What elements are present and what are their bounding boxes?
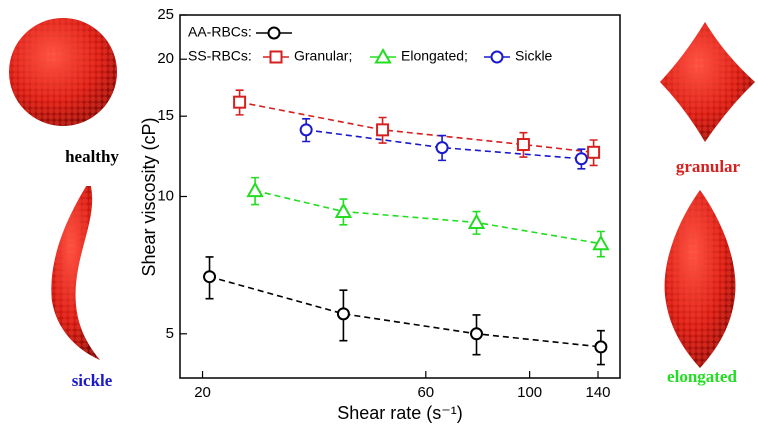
x-axis-label: Shear rate (s⁻¹)	[337, 403, 463, 423]
legend-label: Elongated;	[401, 48, 468, 64]
data-point	[592, 234, 610, 251]
legend-marker	[267, 26, 281, 40]
data-point	[467, 213, 486, 229]
series-line	[239, 101, 594, 154]
series-line	[209, 275, 601, 348]
y-axis-label: Shear viscosity (cP)	[139, 117, 159, 276]
cell-label: elongated	[667, 367, 737, 386]
data-point	[594, 340, 608, 354]
data-point	[299, 123, 313, 137]
cell-sickle	[51, 186, 101, 360]
series-line	[254, 189, 602, 245]
data-point	[587, 145, 601, 159]
data-point	[574, 152, 588, 166]
y-tick-label: 5	[166, 325, 174, 342]
cell-healthy	[9, 18, 117, 126]
data-point	[334, 202, 353, 219]
y-tick-label: 20	[157, 50, 174, 67]
y-tick-label: 10	[157, 187, 174, 204]
legend-group-label: SS-RBCs:	[188, 48, 252, 64]
data-point	[336, 307, 350, 321]
x-tick-label: 100	[517, 384, 542, 401]
x-tick-label: 140	[585, 384, 610, 401]
cell-label: granular	[676, 157, 741, 176]
legend-marker	[374, 47, 392, 64]
plot-frame	[179, 14, 621, 379]
legend-label: Sickle	[515, 48, 553, 64]
legend-marker	[269, 50, 283, 64]
legend-label: Granular;	[294, 48, 352, 64]
cell-label: sickle	[72, 371, 113, 390]
data-point	[203, 270, 217, 284]
legend-marker	[490, 50, 504, 64]
data-point	[435, 141, 449, 155]
data-point	[470, 327, 484, 341]
y-tick-label: 15	[157, 107, 174, 124]
cell-granular	[660, 22, 755, 142]
x-tick-label: 60	[417, 384, 434, 401]
legend-label: AA-RBCs:	[188, 24, 252, 40]
cell-label: healthy	[65, 147, 119, 166]
x-tick-label: 20	[194, 384, 211, 401]
cell-elongated	[664, 190, 736, 368]
data-point	[233, 95, 247, 109]
data-point	[516, 138, 530, 152]
data-point	[246, 181, 264, 198]
y-tick-label: 25	[157, 6, 174, 23]
data-point	[376, 123, 390, 137]
series-line	[306, 129, 582, 160]
